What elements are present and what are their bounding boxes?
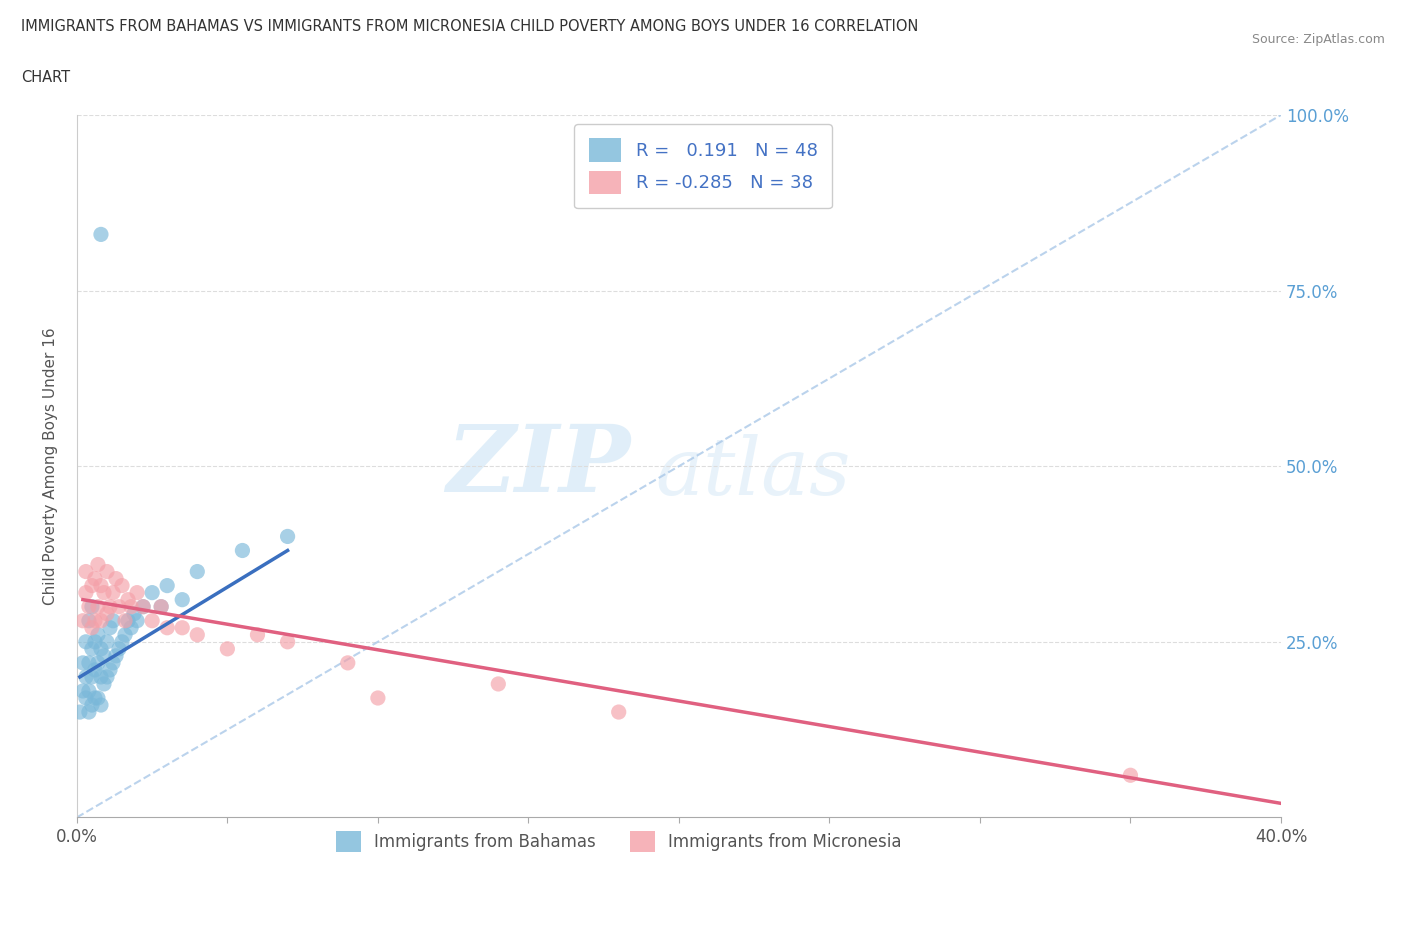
Point: [98, 662, 121, 677]
Point: [336, 656, 359, 671]
Y-axis label: Child Poverty Among Boys Under 16: Child Poverty Among Boys Under 16: [44, 327, 58, 605]
Text: CHART: CHART: [21, 70, 70, 85]
Point: [1119, 768, 1142, 783]
Point: [75, 585, 97, 600]
Point: [172, 620, 194, 635]
Point: [75, 670, 97, 684]
Text: ZIP: ZIP: [447, 421, 631, 512]
Point: [101, 585, 124, 600]
Point: [87, 691, 110, 706]
Point: [77, 705, 100, 720]
Point: [367, 691, 389, 706]
Point: [117, 592, 139, 607]
Point: [87, 599, 110, 614]
Point: [277, 634, 299, 649]
Point: [96, 565, 118, 579]
Point: [486, 676, 509, 691]
Legend: Immigrants from Bahamas, Immigrants from Micronesia: Immigrants from Bahamas, Immigrants from…: [329, 825, 908, 858]
Point: [84, 571, 107, 586]
Point: [101, 613, 124, 628]
Point: [117, 613, 139, 628]
Point: [114, 628, 136, 643]
Point: [77, 613, 100, 628]
Point: [93, 676, 115, 691]
Point: [72, 684, 94, 698]
Point: [80, 578, 103, 593]
Point: [98, 599, 121, 614]
Point: [87, 557, 110, 572]
Point: [80, 670, 103, 684]
Point: [101, 656, 124, 671]
Point: [132, 599, 155, 614]
Point: [125, 613, 148, 628]
Point: [72, 613, 94, 628]
Point: [80, 599, 103, 614]
Point: [141, 585, 163, 600]
Point: [87, 628, 110, 643]
Point: [111, 634, 134, 649]
Point: [84, 691, 107, 706]
Point: [607, 705, 630, 720]
Point: [105, 571, 128, 586]
Point: [231, 543, 253, 558]
Point: [132, 599, 155, 614]
Point: [72, 656, 94, 671]
Point: [125, 585, 148, 600]
Point: [77, 599, 100, 614]
Point: [120, 599, 142, 614]
Point: [111, 578, 134, 593]
Point: [90, 698, 112, 712]
Point: [93, 648, 115, 663]
Point: [84, 613, 107, 628]
Point: [96, 670, 118, 684]
Point: [90, 578, 112, 593]
Point: [150, 599, 173, 614]
Point: [114, 613, 136, 628]
Point: [75, 691, 97, 706]
Point: [96, 634, 118, 649]
Point: [186, 565, 208, 579]
Point: [172, 592, 194, 607]
Point: [108, 642, 131, 657]
Point: [90, 670, 112, 684]
Point: [80, 698, 103, 712]
Point: [90, 642, 112, 657]
Point: [69, 705, 91, 720]
Point: [156, 578, 179, 593]
Point: [87, 656, 110, 671]
Point: [75, 634, 97, 649]
Point: [80, 642, 103, 657]
Point: [77, 684, 100, 698]
Text: atlas: atlas: [655, 434, 851, 512]
Point: [90, 227, 112, 242]
Point: [98, 620, 121, 635]
Point: [246, 628, 269, 643]
Point: [96, 606, 118, 621]
Point: [90, 613, 112, 628]
Point: [120, 620, 142, 635]
Point: [77, 656, 100, 671]
Point: [84, 634, 107, 649]
Point: [156, 620, 179, 635]
Point: [141, 613, 163, 628]
Point: [84, 662, 107, 677]
Point: [217, 642, 239, 657]
Point: [80, 620, 103, 635]
Point: [277, 529, 299, 544]
Text: IMMIGRANTS FROM BAHAMAS VS IMMIGRANTS FROM MICRONESIA CHILD POVERTY AMONG BOYS U: IMMIGRANTS FROM BAHAMAS VS IMMIGRANTS FR…: [21, 19, 918, 33]
Point: [93, 585, 115, 600]
Point: [105, 648, 128, 663]
Point: [108, 599, 131, 614]
Point: [75, 565, 97, 579]
Text: Source: ZipAtlas.com: Source: ZipAtlas.com: [1251, 33, 1385, 46]
Point: [122, 606, 145, 621]
Point: [186, 628, 208, 643]
Point: [150, 599, 173, 614]
